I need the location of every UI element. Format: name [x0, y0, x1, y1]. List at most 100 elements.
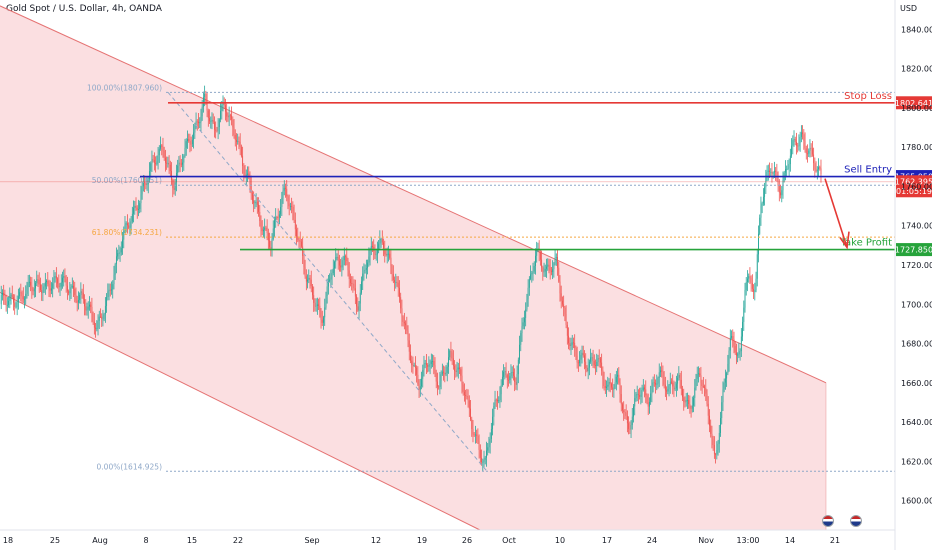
candle-body — [289, 206, 291, 207]
candle-body — [196, 121, 198, 123]
candle-body — [82, 292, 84, 300]
candle-body — [345, 256, 346, 258]
candle-body — [787, 168, 789, 170]
candle-body — [140, 194, 142, 204]
candle-body — [626, 415, 628, 424]
candle-body — [232, 119, 234, 128]
candle-body — [285, 187, 286, 189]
candle-body — [471, 419, 473, 430]
candle-body — [304, 267, 306, 277]
candle-body — [87, 306, 89, 310]
candle-body — [546, 266, 547, 269]
y-tick-label: 1760.000 — [901, 182, 932, 191]
candle-body — [760, 205, 762, 218]
candle-body — [785, 169, 786, 173]
candle-body — [216, 130, 218, 132]
candle-body — [4, 295, 6, 302]
x-tick-label: 21 — [830, 536, 840, 545]
candle-body — [299, 240, 301, 242]
candle-body — [803, 134, 805, 141]
candle-body — [31, 285, 33, 290]
candle-body — [352, 283, 354, 285]
x-tick-label: Aug — [92, 536, 108, 545]
candle-body — [501, 376, 503, 386]
candle-body — [569, 343, 571, 346]
candle-body — [144, 182, 146, 184]
candle-body — [476, 434, 478, 436]
candle-body — [386, 253, 388, 256]
candle-body — [773, 170, 775, 173]
candle-body — [814, 163, 816, 170]
candle-body — [753, 288, 755, 292]
candle-body — [63, 276, 65, 278]
candle-body — [449, 350, 451, 358]
y-tick-label: 1820.000 — [901, 65, 932, 74]
candle-body — [660, 370, 661, 373]
candle-body — [236, 139, 237, 142]
candle-body — [597, 358, 599, 363]
candle-body — [327, 281, 329, 287]
candle-body — [640, 394, 642, 397]
candle-body — [329, 279, 331, 282]
candle-body — [524, 317, 525, 323]
candle-body — [642, 387, 644, 391]
candle-body — [716, 450, 718, 455]
candle-body — [44, 281, 46, 287]
candle-body — [350, 279, 351, 284]
candle-body — [253, 200, 255, 204]
candle-body — [385, 254, 387, 256]
candle-body — [60, 282, 62, 287]
candle-body — [305, 276, 307, 282]
candle-body — [704, 386, 706, 388]
candle-body — [138, 208, 139, 210]
candle-body — [587, 367, 589, 372]
candle-body — [424, 362, 426, 365]
candle-body — [799, 136, 801, 143]
candle-body — [702, 385, 704, 387]
candle-body — [585, 361, 587, 369]
candle-body — [624, 412, 626, 413]
candle-body — [337, 256, 339, 261]
candle-body — [332, 268, 334, 274]
candle-body — [341, 265, 343, 268]
candle-body — [212, 119, 214, 123]
fib-level-label: 100.00%(1807.960) — [87, 83, 162, 92]
candle-body — [791, 145, 792, 156]
candle-body — [455, 371, 457, 372]
candle-body — [3, 292, 5, 296]
candle-body — [646, 395, 648, 403]
candle-body — [156, 161, 158, 165]
candle-body — [347, 261, 349, 271]
candle-body — [634, 398, 636, 407]
candle-body — [10, 294, 12, 297]
y-tick-label: 1740.000 — [901, 222, 932, 231]
candle-body — [722, 389, 724, 403]
candle-body — [384, 248, 386, 255]
candle-body — [256, 201, 258, 205]
us-event-flag-icon[interactable] — [822, 515, 834, 527]
x-tick-label: 24 — [647, 536, 657, 545]
candle-body — [47, 280, 49, 284]
candle-body — [249, 176, 251, 185]
candle-body — [745, 282, 747, 291]
candle-body — [81, 291, 83, 293]
candle-body — [195, 121, 197, 126]
candle-body — [372, 245, 373, 247]
candle-body — [54, 276, 56, 279]
candle-body — [536, 248, 538, 256]
us-event-flag-icon[interactable] — [850, 515, 862, 527]
candle-body — [278, 214, 280, 218]
candle-body — [724, 378, 726, 383]
candle-body — [188, 138, 190, 141]
candle-body — [700, 375, 702, 383]
candle-body — [114, 264, 116, 275]
candle-body — [153, 160, 155, 163]
candle-body — [57, 278, 59, 284]
candle-body — [473, 434, 475, 436]
candle-body — [539, 252, 541, 260]
candle-body — [53, 278, 55, 284]
candle-body — [282, 190, 284, 198]
candle-body — [751, 282, 753, 289]
candle-body — [599, 358, 601, 363]
